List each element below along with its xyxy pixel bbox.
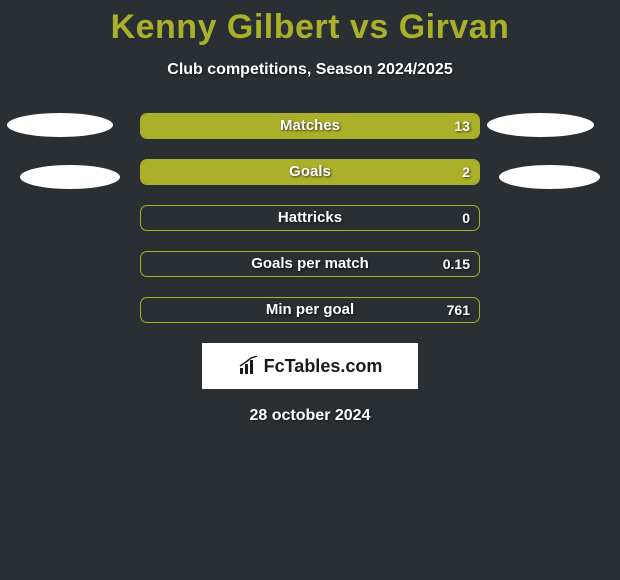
stat-row-hattricks: Hattricks 0	[0, 205, 620, 231]
subtitle: Club competitions, Season 2024/2025	[0, 61, 620, 79]
branding-text: FcTables.com	[264, 356, 383, 377]
chart-icon	[238, 356, 260, 376]
bar-track	[140, 159, 480, 185]
bar-track	[140, 205, 480, 231]
stat-row-goals-per-match: Goals per match 0.15	[0, 251, 620, 277]
bar-fill	[141, 160, 479, 184]
bar-track	[140, 251, 480, 277]
date-text: 28 october 2024	[0, 407, 620, 425]
bar-track	[140, 113, 480, 139]
stat-row-min-per-goal: Min per goal 761	[0, 297, 620, 323]
bar-track	[140, 297, 480, 323]
page-title: Kenny Gilbert vs Girvan	[0, 0, 620, 47]
stat-row-matches: Matches 13	[0, 113, 620, 139]
stats-area: Matches 13 Goals 2 Hattricks 0 Goals per…	[0, 113, 620, 323]
stat-row-goals: Goals 2	[0, 159, 620, 185]
bar-fill	[141, 114, 479, 138]
branding-box: FcTables.com	[202, 343, 418, 389]
